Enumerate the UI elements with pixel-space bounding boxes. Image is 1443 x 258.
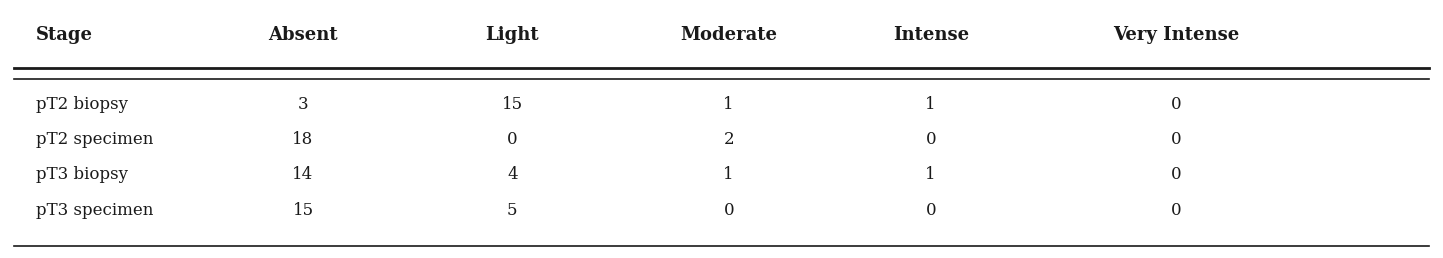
Text: 0: 0 [506, 131, 518, 148]
Text: 1: 1 [723, 96, 734, 113]
Text: 15: 15 [293, 202, 313, 219]
Text: 1: 1 [925, 96, 937, 113]
Text: 0: 0 [1170, 131, 1182, 148]
Text: 0: 0 [1170, 166, 1182, 183]
Text: 1: 1 [723, 166, 734, 183]
Text: 0: 0 [925, 131, 937, 148]
Text: Absent: Absent [268, 26, 338, 44]
Text: pT3 biopsy: pT3 biopsy [36, 166, 128, 183]
Text: 0: 0 [1170, 96, 1182, 113]
Text: 0: 0 [723, 202, 734, 219]
Text: 2: 2 [723, 131, 734, 148]
Text: Moderate: Moderate [680, 26, 778, 44]
Text: pT2 biopsy: pT2 biopsy [36, 96, 128, 113]
Text: pT3 specimen: pT3 specimen [36, 202, 153, 219]
Text: Light: Light [485, 26, 540, 44]
Text: Intense: Intense [893, 26, 968, 44]
Text: 5: 5 [506, 202, 518, 219]
Text: 14: 14 [293, 166, 313, 183]
Text: pT2 specimen: pT2 specimen [36, 131, 153, 148]
Text: 15: 15 [502, 96, 522, 113]
Text: 4: 4 [506, 166, 518, 183]
Text: 0: 0 [925, 202, 937, 219]
Text: Very Intense: Very Intense [1113, 26, 1240, 44]
Text: 3: 3 [297, 96, 309, 113]
Text: 18: 18 [293, 131, 313, 148]
Text: 0: 0 [1170, 202, 1182, 219]
Text: 1: 1 [925, 166, 937, 183]
Text: Stage: Stage [36, 26, 94, 44]
